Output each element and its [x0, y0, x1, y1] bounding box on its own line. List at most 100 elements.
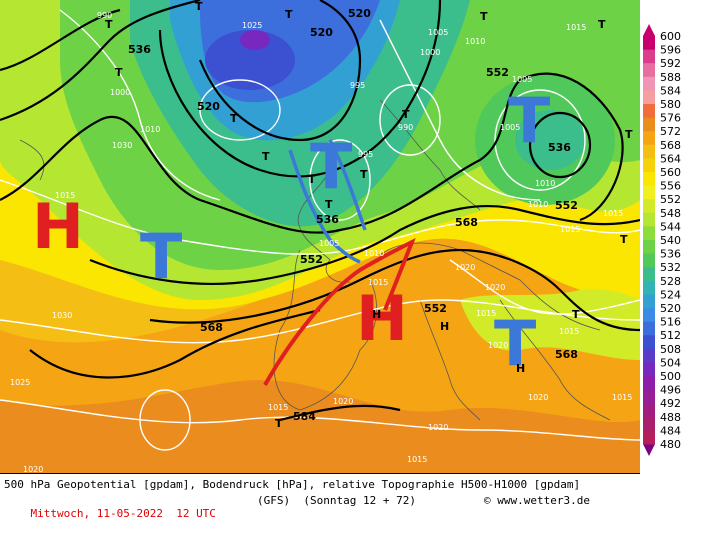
- scale-swatch: [643, 253, 655, 268]
- isobar-label: 1005: [428, 28, 448, 37]
- scale-swatch: [643, 389, 655, 404]
- isobar-label: 1005: [319, 239, 339, 248]
- small-high-marker: H: [372, 308, 381, 321]
- isobar-label: 1015: [476, 309, 496, 318]
- footer-divider: [0, 473, 640, 474]
- isobar-label: 1015: [566, 23, 586, 32]
- scale-tick-label: 540: [660, 234, 681, 247]
- copyright-link[interactable]: © www.wetter3.de: [484, 494, 590, 507]
- isobar-label: 1015: [55, 191, 75, 200]
- isobar-label: 1010: [465, 37, 485, 46]
- scale-tick-label: 496: [660, 384, 681, 397]
- isobar-label: 1015: [268, 403, 288, 412]
- gp-label: 520: [310, 26, 333, 39]
- small-markers: H H H T T T T T T T T T T T T T T T T: [105, 0, 633, 430]
- scale-swatch: [643, 117, 655, 132]
- weather-map: H T T T H T 536 520 520 520 552 536 552 …: [0, 0, 640, 473]
- high-pressure-letter: H: [356, 282, 408, 355]
- gp-label: 536: [128, 43, 151, 56]
- field-violet: [240, 30, 270, 50]
- scale-swatch: [643, 362, 655, 377]
- scale-swatch: [643, 199, 655, 214]
- isobar-label: 1020: [455, 263, 475, 272]
- scale-tick-label: 484: [660, 424, 681, 437]
- scale-swatch: [643, 267, 655, 282]
- trough-line: [288, 149, 361, 264]
- scale-tick-label: 580: [660, 98, 681, 111]
- scale-tick-label: 552: [660, 193, 681, 206]
- gp-label: 520: [197, 100, 220, 113]
- scale-tick-label: 524: [660, 288, 681, 301]
- scale-tick-label: 556: [660, 180, 681, 193]
- pressure-system-letters: H T T T H T: [32, 84, 550, 380]
- small-low-marker: T: [230, 112, 238, 125]
- small-low-marker: T: [360, 168, 368, 181]
- gp-label: 536: [316, 213, 339, 226]
- small-low-marker: T: [105, 18, 113, 31]
- small-low-marker: T: [308, 173, 316, 186]
- field-deep-blue: [205, 30, 295, 90]
- scale-swatch: [643, 36, 655, 51]
- scale-swatch: [643, 376, 655, 391]
- scale-tick-label: 508: [660, 343, 681, 356]
- scale-swatch: [643, 321, 655, 336]
- scale-tick-label: 480: [660, 438, 681, 451]
- isobar-label: 1020: [333, 397, 353, 406]
- geopotential-labels: 536 520 520 520 552 536 552 536 552 568 …: [128, 7, 578, 423]
- isobar-label: 1020: [485, 283, 505, 292]
- scale-tick-label: 572: [660, 125, 681, 138]
- scale-tick-label: 520: [660, 302, 681, 315]
- isobar-label: 990: [398, 123, 413, 132]
- scale-tick-label: 532: [660, 261, 681, 274]
- scale-swatch: [643, 348, 655, 363]
- scale-swatch: [643, 158, 655, 173]
- small-low-marker: T: [285, 8, 293, 21]
- isobar-label: 1015: [407, 455, 427, 464]
- isobar-label: 1030: [112, 141, 132, 150]
- small-low-marker: T: [275, 417, 283, 430]
- weather-map-frame: H T T T H T 536 520 520 520 552 536 552 …: [0, 0, 704, 520]
- scale-swatch: [643, 280, 655, 295]
- isobar-label: 1025: [242, 21, 262, 30]
- isobar-label: 1030: [52, 311, 72, 320]
- gp-label: 568: [455, 216, 478, 229]
- low-pressure-letter: T: [310, 130, 352, 203]
- scale-tick-label: 528: [660, 275, 681, 288]
- small-low-marker: T: [625, 128, 633, 141]
- small-high-marker: H: [516, 362, 525, 375]
- isobar-label: 1020: [488, 341, 508, 350]
- scale-tick-label: 560: [660, 166, 681, 179]
- scale-swatch: [643, 335, 655, 350]
- low-pressure-letter: T: [508, 84, 550, 157]
- isobar-label: 1020: [23, 465, 43, 473]
- gp-label: 584: [293, 410, 316, 423]
- scale-tick-label: 588: [660, 71, 681, 84]
- small-low-marker: T: [325, 198, 333, 211]
- scale-swatch: [643, 144, 655, 159]
- isobar-label: 1015: [603, 209, 623, 218]
- geopotential-contours: [0, 0, 640, 422]
- model-run: (GFS) (Sonntag 12 + 72): [257, 494, 416, 507]
- isobar-label: 1010: [140, 125, 160, 134]
- scale-tick-label: 576: [660, 112, 681, 125]
- low-pressure-letter: T: [494, 307, 536, 380]
- small-low-marker: T: [402, 108, 410, 121]
- color-scale-legend: 600 596 592 588 584 580 576 572 568 564 560 556 552 5…: [640, 0, 704, 473]
- isobar-label: 1000: [110, 88, 130, 97]
- map-caption: 500 hPa Geopotential [gpdam], Bodendruck…: [4, 478, 581, 491]
- forecast-date: Mittwoch, 11-05-2022 12 UTC: [30, 507, 216, 520]
- scale-swatch: [643, 49, 655, 64]
- isobar-label: 995: [350, 81, 365, 90]
- scale-tick-label: 516: [660, 316, 681, 329]
- coastlines: [19, 99, 611, 421]
- isobar-label: 1000: [420, 48, 440, 57]
- scale-tick-label: 568: [660, 139, 681, 152]
- isobar-label: 1010: [364, 249, 384, 258]
- scale-swatch: [643, 104, 655, 119]
- gp-label: 568: [555, 348, 578, 361]
- map-subcaption: Mittwoch, 11-05-2022 12 UTC (GFS) (Sonnt…: [4, 494, 590, 559]
- scale-swatch: [643, 76, 655, 91]
- gp-label: 536: [548, 141, 571, 154]
- scale-swatch: [643, 185, 655, 200]
- scale-swatch: [643, 172, 655, 187]
